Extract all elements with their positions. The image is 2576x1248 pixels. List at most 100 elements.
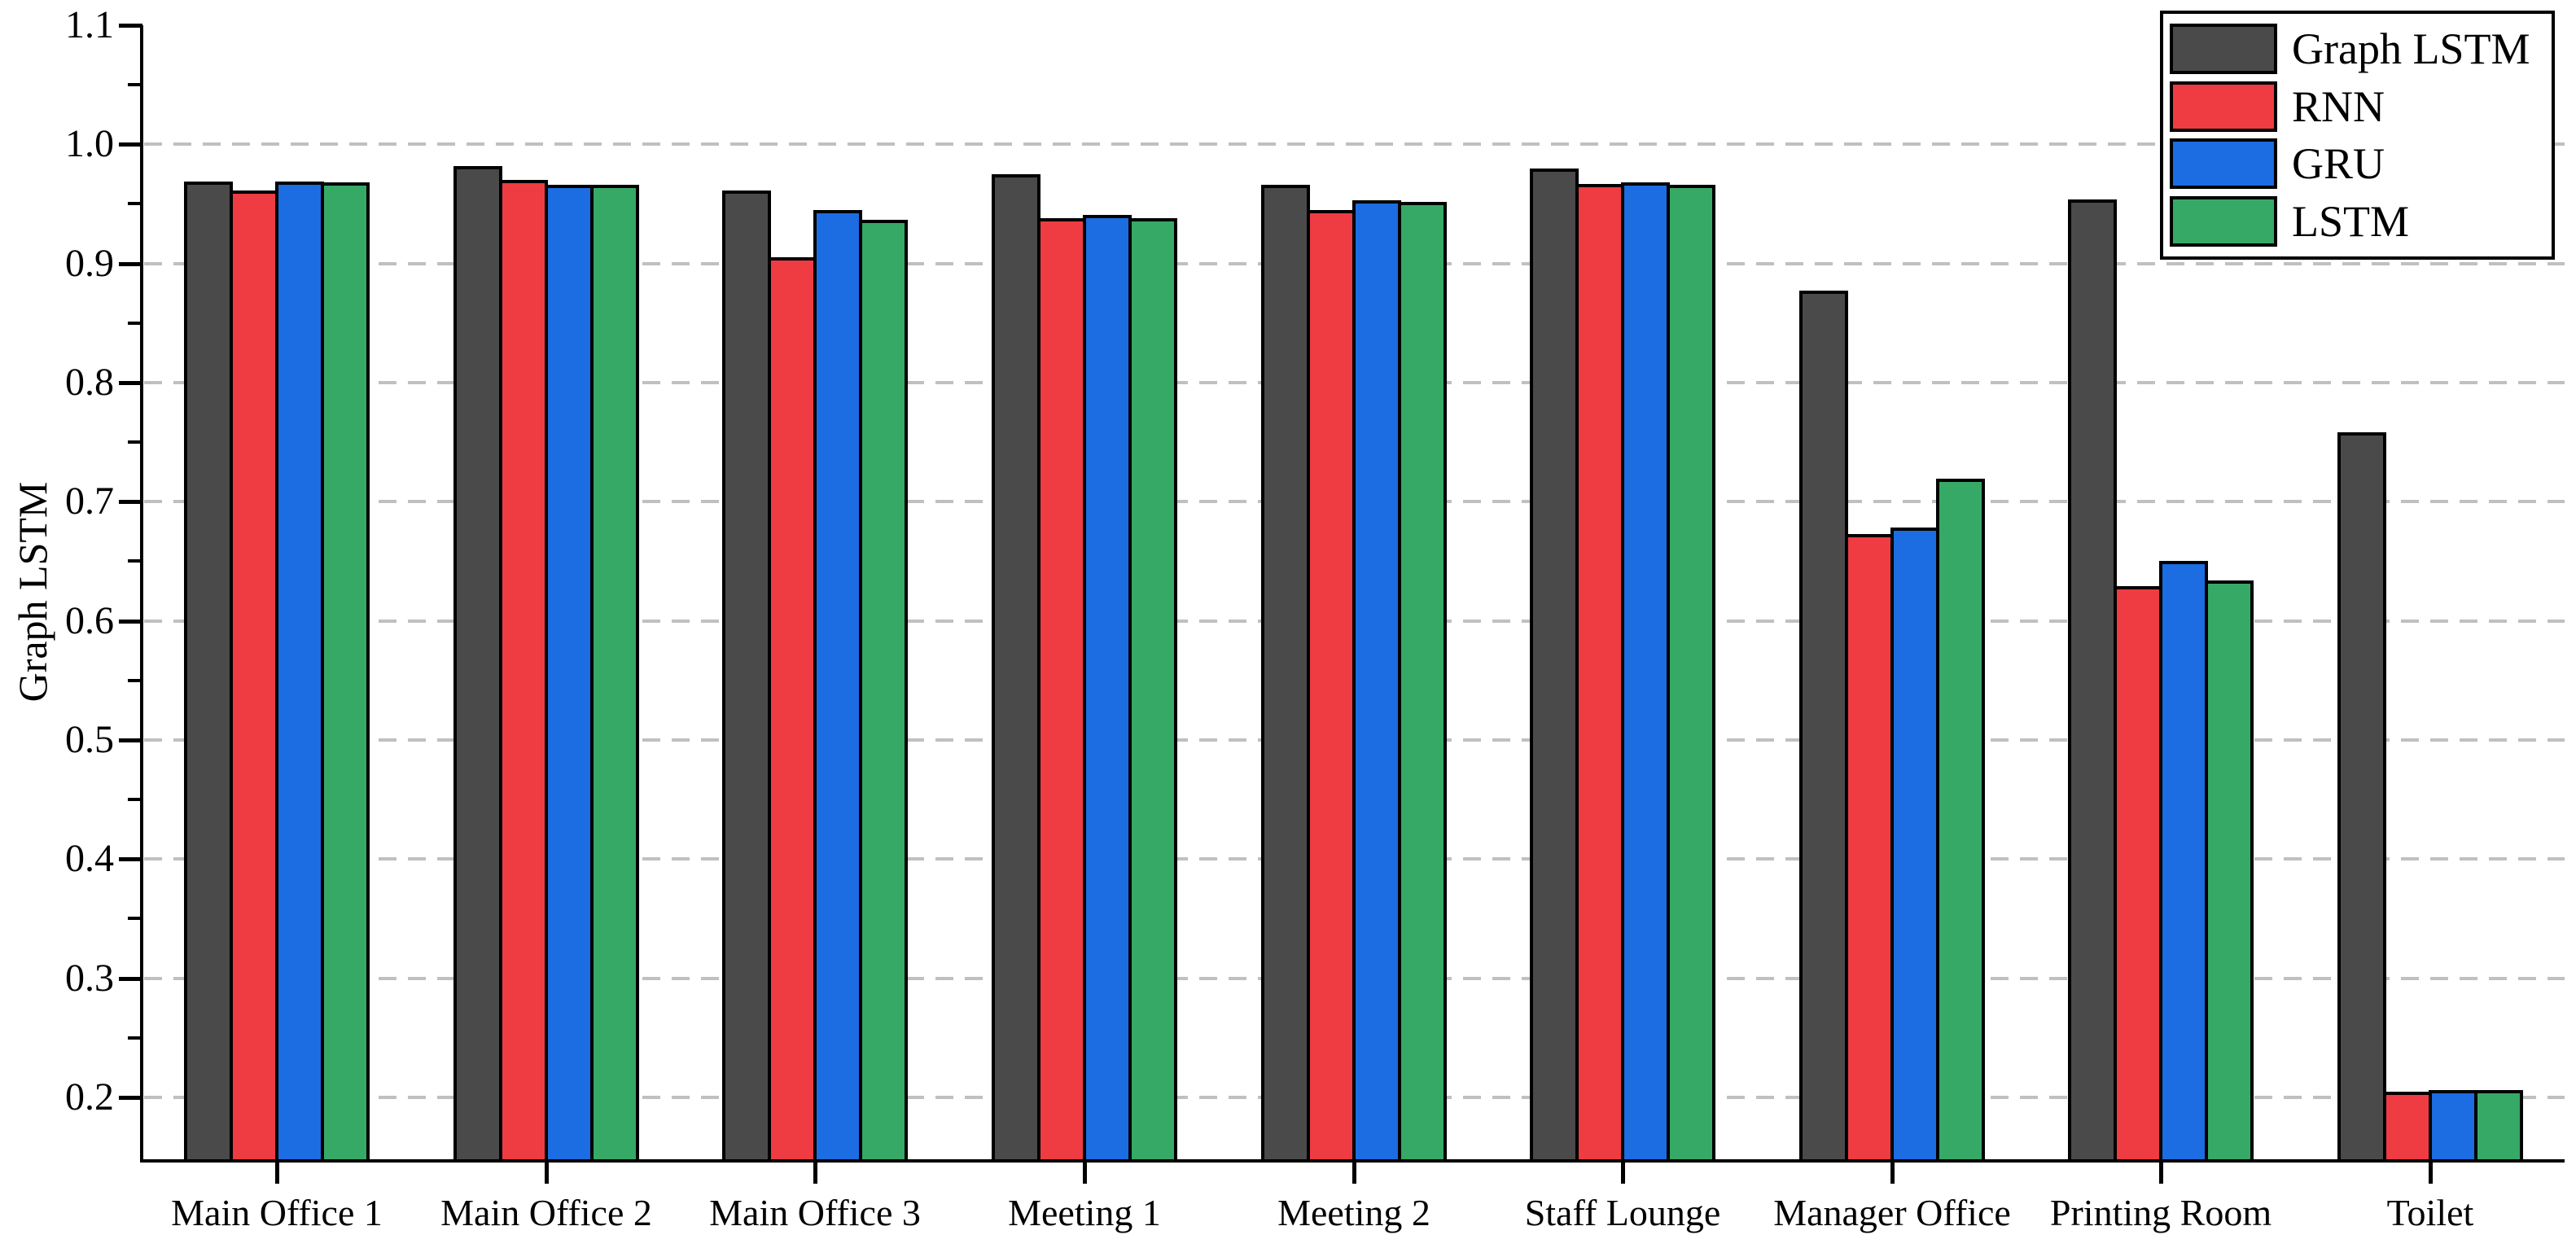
bar-rnn-4 — [1037, 218, 1086, 1163]
y-tick-0.4 — [119, 857, 142, 861]
legend-swatch-graph-lstm — [2170, 24, 2277, 74]
legend-label-graph-lstm: Graph LSTM — [2292, 24, 2530, 73]
x-tick-2 — [545, 1163, 549, 1184]
x-tick-4 — [1083, 1163, 1087, 1184]
bar-rnn-6 — [1575, 184, 1624, 1163]
y-tick-label-0.4: 0.4 — [65, 837, 114, 880]
bar-graph-lstm-4 — [992, 174, 1040, 1163]
bar-rnn-5 — [1307, 210, 1356, 1163]
bar-lstm-3 — [859, 220, 908, 1163]
bar-lstm-4 — [1128, 218, 1177, 1163]
y-tick-0.2 — [119, 1096, 142, 1100]
bar-graph-lstm-8 — [2068, 199, 2117, 1163]
x-tick-label-7: Manager Office — [1773, 1192, 2011, 1233]
legend-swatch-rnn — [2170, 81, 2277, 132]
legend-entry-lstm: LSTM — [2170, 194, 2545, 249]
x-tick-6 — [1621, 1163, 1625, 1184]
legend-entry-graph-lstm: Graph LSTM — [2170, 21, 2545, 77]
x-tick-9 — [2429, 1163, 2433, 1184]
x-tick-1 — [275, 1163, 279, 1184]
y-tick-label-0.9: 0.9 — [65, 242, 114, 285]
bar-lstm-5 — [1398, 202, 1447, 1163]
y-tick-label-1.0: 1.0 — [65, 122, 114, 165]
bar-gru-7 — [1890, 528, 1939, 1163]
bar-lstm-6 — [1667, 185, 1715, 1163]
y-tick-label-0.3: 0.3 — [65, 957, 114, 1000]
y-tick-1.0 — [119, 142, 142, 147]
y-tick-label-0.5: 0.5 — [65, 718, 114, 761]
bar-lstm-8 — [2205, 580, 2254, 1163]
legend-swatch-gru — [2170, 138, 2277, 190]
legend: Graph LSTM RNN GRU LSTM — [2160, 11, 2555, 260]
legend-label-lstm: LSTM — [2292, 196, 2410, 246]
bar-lstm-2 — [590, 185, 639, 1163]
y-tick-0.5 — [119, 738, 142, 742]
x-tick-label-3: Main Office 3 — [709, 1192, 921, 1233]
legend-swatch-lstm — [2170, 195, 2277, 247]
x-tick-label-6: Staff Lounge — [1524, 1192, 1721, 1233]
bar-graph-lstm-6 — [1530, 169, 1579, 1163]
bar-graph-lstm-7 — [1799, 291, 1848, 1163]
bar-gru-5 — [1352, 200, 1401, 1163]
x-tick-label-4: Meeting 1 — [1008, 1192, 1161, 1233]
y-minor-tick-1.05 — [128, 83, 142, 86]
bar-graph-lstm-3 — [722, 190, 771, 1163]
bar-rnn-3 — [768, 257, 817, 1163]
bar-gru-4 — [1083, 215, 1132, 1163]
x-tick-label-5: Meeting 2 — [1277, 1192, 1430, 1233]
x-tick-label-9: Toilet — [2386, 1192, 2474, 1233]
bar-gru-6 — [1621, 182, 1670, 1163]
x-tick-3 — [813, 1163, 817, 1184]
bar-lstm-7 — [1936, 479, 1985, 1163]
y-minor-tick-0.25 — [128, 1036, 142, 1040]
x-tick-label-8: Printing Room — [2049, 1192, 2272, 1233]
y-tick-0.8 — [119, 381, 142, 385]
bar-graph-lstm-2 — [453, 166, 502, 1163]
bar-rnn-1 — [230, 190, 278, 1163]
legend-entry-gru: GRU — [2170, 136, 2545, 191]
y-axis-spine — [140, 25, 143, 1163]
y-minor-tick-0.65 — [128, 559, 142, 563]
x-tick-7 — [1890, 1163, 1895, 1184]
bar-rnn-2 — [499, 180, 548, 1163]
bar-gru-9 — [2429, 1090, 2477, 1163]
legend-label-gru: GRU — [2292, 139, 2385, 189]
gridline-1.0 — [144, 142, 2565, 146]
bar-rnn-8 — [2114, 586, 2162, 1163]
y-minor-tick-0.55 — [128, 679, 142, 682]
bar-graph-lstm-9 — [2337, 432, 2386, 1163]
bar-graph-lstm-5 — [1261, 185, 1310, 1163]
y-minor-tick-0.45 — [128, 798, 142, 801]
bar-lstm-1 — [321, 182, 370, 1163]
legend-label-rnn: RNN — [2292, 81, 2385, 131]
y-tick-label-0.8: 0.8 — [65, 361, 114, 404]
y-tick-0.3 — [119, 977, 142, 981]
bar-gru-3 — [813, 210, 862, 1163]
x-axis-spine — [140, 1159, 2565, 1163]
y-tick-0.6 — [119, 620, 142, 624]
y-tick-0.7 — [119, 500, 142, 504]
x-tick-8 — [2159, 1163, 2163, 1184]
y-tick-label-0.7: 0.7 — [65, 479, 114, 523]
y-tick-label-1.1: 1.1 — [65, 3, 114, 46]
y-minor-tick-0.95 — [128, 202, 142, 205]
bar-gru-2 — [545, 185, 594, 1163]
bar-rnn-7 — [1845, 534, 1894, 1163]
bar-lstm-9 — [2474, 1090, 2523, 1163]
y-minor-tick-0.85 — [128, 322, 142, 325]
bar-gru-1 — [275, 182, 324, 1163]
y-tick-1.1 — [119, 24, 142, 28]
x-tick-label-2: Main Office 2 — [440, 1192, 652, 1233]
x-tick-label-1: Main Office 1 — [171, 1192, 383, 1233]
x-tick-5 — [1352, 1163, 1356, 1184]
bar-graph-lstm-1 — [184, 182, 233, 1163]
bar-rnn-9 — [2383, 1092, 2432, 1163]
legend-entry-rnn: RNN — [2170, 79, 2545, 134]
y-minor-tick-0.35 — [128, 917, 142, 920]
y-minor-tick-0.75 — [128, 440, 142, 444]
y-tick-label-0.6: 0.6 — [65, 599, 114, 642]
y-tick-0.9 — [119, 262, 142, 266]
bar-gru-8 — [2159, 561, 2208, 1163]
y-tick-label-0.2: 0.2 — [65, 1075, 114, 1119]
